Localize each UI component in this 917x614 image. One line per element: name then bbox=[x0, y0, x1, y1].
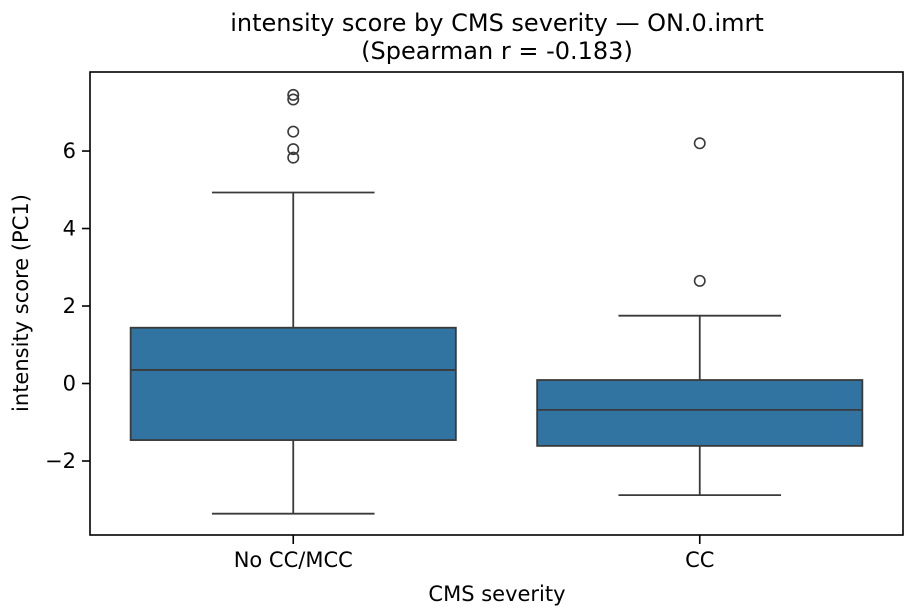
outlier-point bbox=[287, 125, 300, 138]
boxes-layer bbox=[129, 88, 864, 515]
outlier-point bbox=[287, 151, 300, 164]
box-group-no-cc-mcc bbox=[129, 88, 457, 515]
y-axis-label: intensity score (PC1) bbox=[9, 194, 33, 412]
y-axis-ticks: −2 0 2 4 6 bbox=[45, 139, 90, 473]
x-axis-ticks: No CC/MCC CC bbox=[234, 535, 714, 572]
outlier-point bbox=[287, 93, 300, 106]
y-tick-label: 0 bbox=[63, 372, 76, 396]
plot-area bbox=[90, 72, 903, 535]
x-tick-label-no-cc-mcc: No CC/MCC bbox=[234, 548, 353, 572]
outlier-point bbox=[693, 137, 706, 150]
outlier-point bbox=[287, 143, 300, 156]
chart-title: intensity score by CMS severity — ON.0.i… bbox=[230, 9, 764, 37]
y-tick-label: 2 bbox=[63, 294, 76, 318]
y-tick-label: 6 bbox=[63, 139, 76, 163]
iqr-box bbox=[129, 326, 457, 441]
box-group-cc bbox=[536, 137, 864, 496]
outlier-point bbox=[287, 88, 300, 101]
x-axis-label: CMS severity bbox=[428, 582, 565, 606]
iqr-box bbox=[536, 379, 864, 447]
chart-subtitle: (Spearman r = -0.183) bbox=[361, 37, 633, 65]
outlier-point bbox=[693, 274, 706, 287]
x-tick-label-cc: CC bbox=[685, 548, 714, 572]
y-tick-label: −2 bbox=[45, 449, 76, 473]
y-tick-label: 4 bbox=[63, 217, 76, 241]
axes-frame bbox=[89, 71, 904, 536]
